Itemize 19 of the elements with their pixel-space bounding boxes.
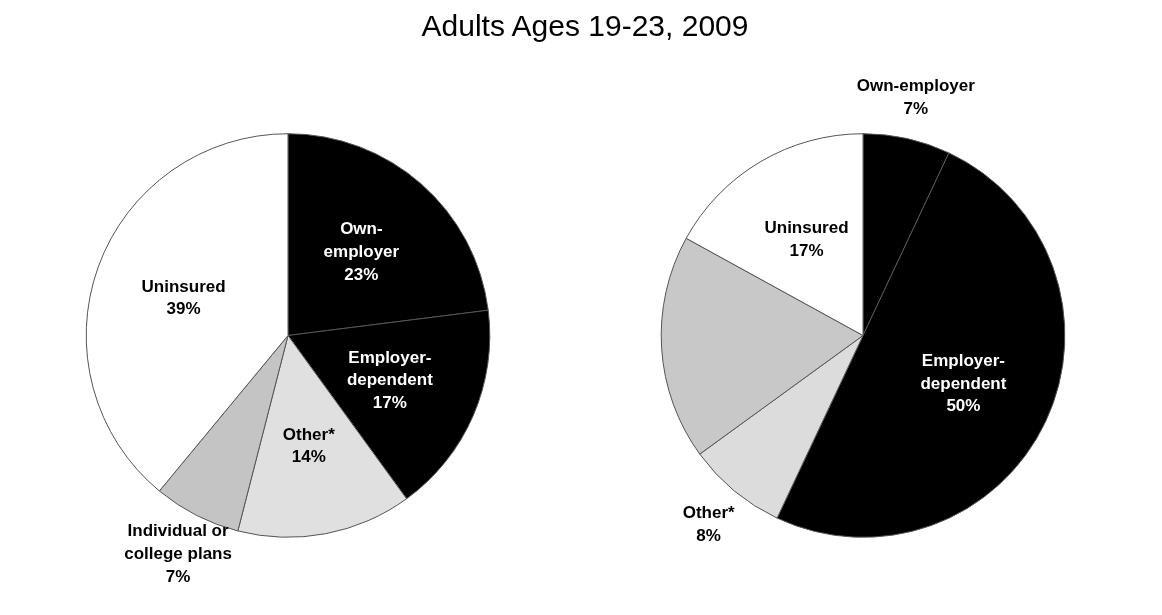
slice-label: Other* — [682, 502, 736, 522]
data-label: 39% — [166, 299, 201, 319]
slice-label: Employer-dependent — [920, 350, 1007, 393]
data-label: 17% — [789, 240, 824, 260]
slice-label: Uninsured — [141, 276, 226, 296]
data-label: 50% — [946, 396, 981, 416]
slice-label: Employer-dependent — [346, 347, 434, 390]
data-label: 23% — [344, 264, 379, 284]
slice-label: Own-employer — [856, 76, 976, 96]
slice-label: Own-employer — [323, 219, 400, 261]
data-label: 7% — [903, 98, 929, 118]
slice-label: Individual or college plans — [124, 521, 232, 563]
slice-label: Uninsured — [764, 218, 849, 238]
data-label: 14% — [291, 447, 326, 467]
data-label: 8% — [696, 525, 721, 545]
data-label: 17% — [372, 393, 407, 413]
slice-label: Other* — [282, 424, 336, 444]
data-label: 7% — [165, 566, 191, 586]
text: Adults Ages 19-23, 2009 — [421, 8, 749, 44]
